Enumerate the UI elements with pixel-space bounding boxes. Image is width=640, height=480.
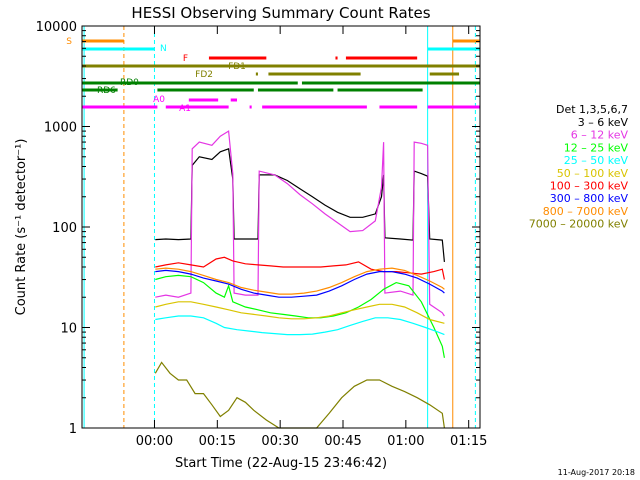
x-tick-label-1: 00:00 [136, 434, 173, 449]
y-tick-label-4: 1000 [44, 121, 77, 136]
legend-entry-3: 12 – 25 keV [564, 141, 629, 154]
flag-label-rd0: RD0 [120, 78, 139, 88]
x-tick-label-4: 00:45 [324, 434, 361, 449]
series-lines-layer [154, 130, 445, 429]
legend-entry-6: 100 – 300 keV [550, 180, 629, 193]
series-line-6 [155, 256, 445, 280]
flag-label-n: N [160, 44, 167, 54]
legend-entry-9: 7000 – 20000 keV [529, 218, 629, 231]
flag-bars-layer: S N F FD1 FD2 RD0 RD6 A0 A1 [66, 37, 480, 114]
x-tick-label-6: 01:15 [450, 434, 487, 449]
y-tick-label-5: 10000 [36, 20, 77, 35]
series-line-7 [155, 269, 445, 298]
flag-label-a0: A0 [153, 95, 165, 105]
flag-label-fd2: FD2 [195, 70, 213, 80]
series-line-2 [155, 130, 445, 317]
legend-entry-8: 800 – 7000 keV [543, 205, 629, 218]
flag-label-rd6: RD6 [97, 86, 116, 96]
legend-entry-5: 50 – 100 keV [557, 167, 629, 180]
legend-entry-1: 3 – 6 keV [578, 116, 629, 129]
y-tick-label-3: 100 [52, 221, 77, 236]
series-line-3 [155, 274, 445, 358]
flag-label-fd1: FD1 [228, 62, 246, 72]
series-line-8 [155, 267, 445, 295]
y-axis-label: Count Rate (s⁻¹ detector⁻¹) [14, 139, 29, 316]
legend-entry-2: 6 – 12 keV [571, 129, 629, 142]
x-tick-label-5: 01:00 [387, 434, 424, 449]
series-line-5 [155, 301, 445, 324]
axes-layer: 00:00 00:15 00:30 00:45 01:00 01:15 1 10 100 1000… [36, 20, 488, 449]
x-tick-label-3: 00:30 [261, 434, 298, 449]
timestamp-footer: 11-Aug-2017 20:18 [558, 468, 635, 477]
series-line-4 [155, 315, 445, 336]
x-tick-label-2: 00:15 [199, 434, 236, 449]
legend-entry-7: 300 – 800 keV [550, 192, 629, 205]
flag-label-s: S [66, 37, 72, 47]
chart-title: HESSI Observing Summary Count Rates [131, 4, 430, 22]
y-tick-label-2: 10 [60, 322, 77, 337]
legend-entry-4: 25 – 50 keV [564, 154, 629, 167]
x-axis-label: Start Time (22-Aug-15 23:46:42) [175, 456, 387, 471]
legend-title: Det 1,3,5,6,7 [556, 103, 628, 116]
flag-label-a1: A1 [179, 104, 191, 114]
y-tick-label-1: 1 [69, 422, 77, 437]
flag-label-f: F [183, 54, 188, 64]
